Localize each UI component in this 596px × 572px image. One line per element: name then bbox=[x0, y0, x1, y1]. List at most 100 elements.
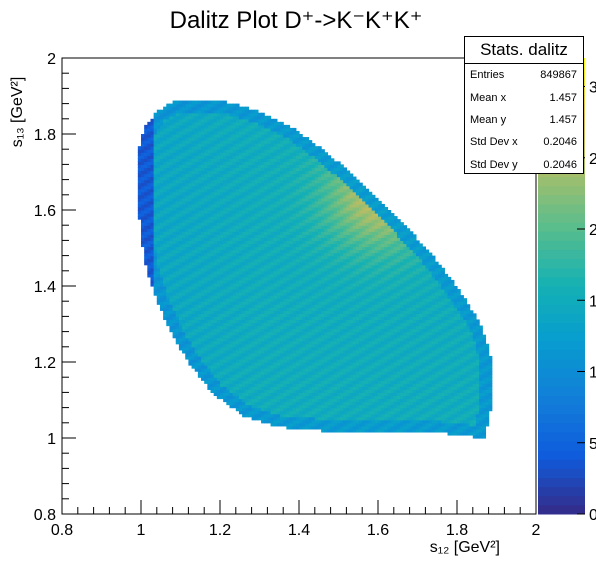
heatmap-cell bbox=[229, 158, 234, 162]
heatmap-cell bbox=[308, 213, 313, 217]
heatmap-cell bbox=[308, 219, 313, 223]
heatmap-cell bbox=[238, 118, 243, 123]
heatmap-cell bbox=[197, 106, 202, 111]
heatmap-cell bbox=[251, 255, 256, 260]
heatmap-cell bbox=[273, 121, 278, 126]
heatmap-cell bbox=[276, 167, 281, 172]
heatmap-cell bbox=[175, 252, 180, 257]
heatmap-cell bbox=[163, 179, 167, 184]
heatmap-cell bbox=[201, 222, 205, 226]
heatmap-cell bbox=[226, 118, 231, 123]
heatmap-cell bbox=[207, 252, 212, 257]
heatmap-cell bbox=[251, 185, 256, 190]
heatmap-cell bbox=[172, 325, 177, 330]
heatmap-cell bbox=[245, 368, 250, 372]
heatmap-cell bbox=[295, 243, 300, 248]
heatmap-cell bbox=[299, 185, 303, 190]
heatmap-cell bbox=[311, 340, 316, 345]
heatmap-cell bbox=[172, 261, 177, 266]
heatmap-cell bbox=[163, 149, 167, 153]
heatmap-cell bbox=[276, 322, 281, 327]
heatmap-cell bbox=[229, 261, 234, 266]
heatmap-cell bbox=[308, 352, 313, 357]
heatmap-cell bbox=[280, 203, 284, 208]
heatmap-cell bbox=[147, 237, 152, 241]
heatmap-cell bbox=[280, 413, 284, 418]
heatmap-cell bbox=[166, 176, 171, 181]
heatmap-cell bbox=[242, 216, 246, 220]
heatmap-cell bbox=[242, 237, 246, 241]
heatmap-cell bbox=[220, 343, 224, 348]
heatmap-cell bbox=[223, 289, 227, 293]
heatmap-cell bbox=[286, 310, 291, 314]
heatmap-cell bbox=[223, 362, 227, 366]
heatmap-cell bbox=[172, 307, 177, 311]
heatmap-cell bbox=[226, 349, 231, 354]
heatmap-cell bbox=[280, 158, 284, 162]
heatmap-cell bbox=[201, 295, 205, 299]
heatmap-cell bbox=[311, 298, 316, 302]
heatmap-cell bbox=[166, 258, 171, 263]
heatmap-cell bbox=[267, 121, 272, 126]
heatmap-cell bbox=[251, 258, 256, 263]
heatmap-cell bbox=[245, 240, 250, 245]
heatmap-cell bbox=[276, 264, 281, 269]
heatmap-cell bbox=[280, 334, 284, 339]
heatmap-cell bbox=[286, 161, 291, 165]
heatmap-cell bbox=[286, 349, 291, 354]
heatmap-cell bbox=[204, 115, 208, 120]
heatmap-cell bbox=[207, 246, 212, 251]
heatmap-cell bbox=[210, 234, 215, 238]
heatmap-cell bbox=[191, 191, 196, 196]
heatmap-cell bbox=[242, 346, 246, 351]
heatmap-cell bbox=[216, 243, 221, 248]
heatmap-cell bbox=[216, 362, 221, 366]
heatmap-cell bbox=[311, 334, 316, 339]
heatmap-cell bbox=[178, 307, 183, 311]
heatmap-cell bbox=[276, 222, 281, 226]
heatmap-cell bbox=[188, 188, 193, 193]
heatmap-cell bbox=[302, 210, 306, 214]
heatmap-cell bbox=[305, 407, 310, 412]
heatmap-cell bbox=[245, 216, 250, 220]
heatmap-cell bbox=[257, 134, 262, 138]
heatmap-cell bbox=[305, 331, 310, 336]
heatmap-cell bbox=[270, 371, 275, 375]
heatmap-cell bbox=[144, 146, 148, 150]
heatmap-cell bbox=[159, 273, 164, 278]
heatmap-cell bbox=[207, 270, 212, 275]
heatmap-cell bbox=[261, 407, 265, 412]
heatmap-cell bbox=[280, 197, 284, 202]
heatmap-cell bbox=[153, 273, 158, 278]
heatmap-cell bbox=[201, 197, 205, 202]
heatmap-cell bbox=[182, 149, 186, 153]
heatmap-cell bbox=[201, 240, 205, 245]
heatmap-cell bbox=[172, 225, 177, 229]
heatmap-cell bbox=[302, 310, 306, 314]
heatmap-cell bbox=[178, 225, 183, 229]
heatmap-cell bbox=[283, 349, 287, 354]
heatmap-cell bbox=[216, 301, 221, 305]
heatmap-cell bbox=[257, 386, 262, 390]
heatmap-cell bbox=[314, 316, 319, 321]
heatmap-cell bbox=[169, 121, 174, 126]
heatmap-cell bbox=[207, 264, 212, 269]
heatmap-cell bbox=[175, 219, 180, 223]
heatmap-cell bbox=[232, 286, 237, 290]
heatmap-cell bbox=[302, 386, 306, 390]
heatmap-cell bbox=[201, 225, 205, 229]
heatmap-cell bbox=[289, 219, 294, 223]
heatmap-cell bbox=[283, 410, 287, 415]
heatmap-cell bbox=[264, 182, 268, 187]
heatmap-cell bbox=[273, 298, 278, 302]
heatmap-cell bbox=[182, 164, 186, 169]
heatmap-cell bbox=[201, 286, 205, 290]
heatmap-cell bbox=[232, 115, 237, 120]
heatmap-cell bbox=[166, 267, 171, 272]
heatmap-cell bbox=[305, 203, 310, 208]
heatmap-cell bbox=[273, 343, 278, 348]
heatmap-cell bbox=[267, 307, 272, 311]
heatmap-cell bbox=[216, 179, 221, 184]
heatmap-cell bbox=[248, 246, 253, 251]
heatmap-cell bbox=[289, 258, 294, 263]
